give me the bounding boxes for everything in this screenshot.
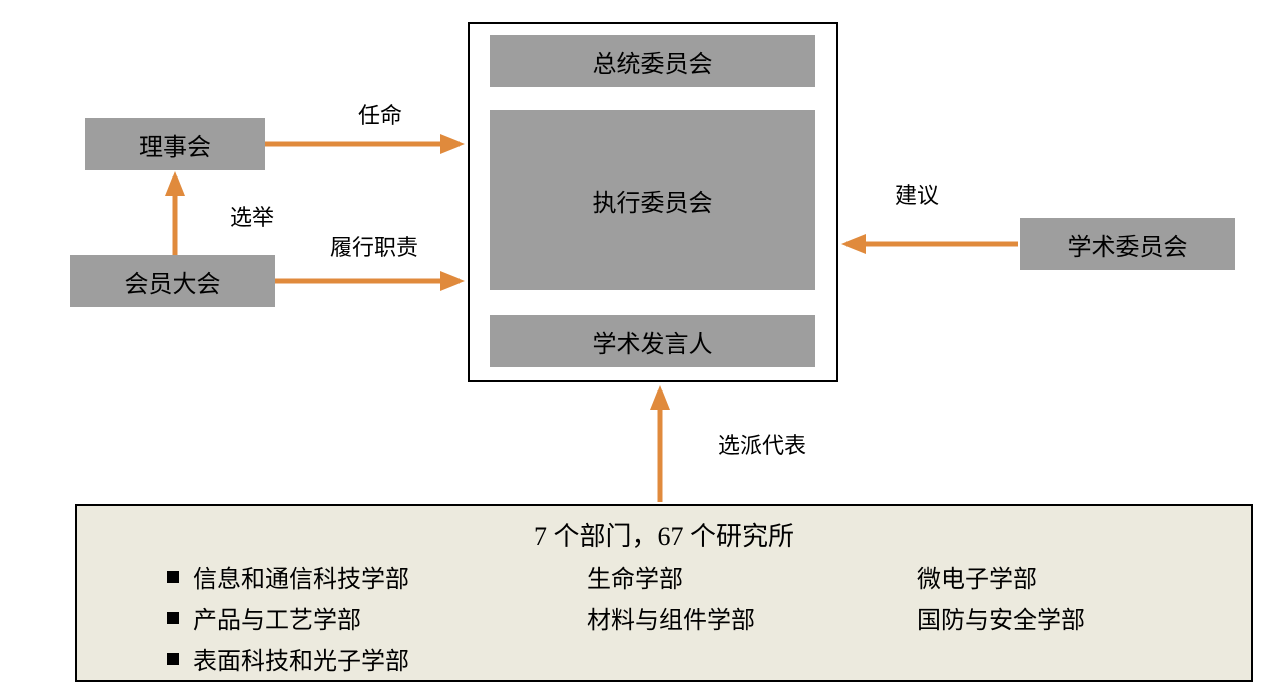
edge-label-appoint: 任命: [358, 98, 402, 130]
department-item-label: 表面科技和光子学部: [193, 641, 409, 676]
bullet-icon: [167, 571, 179, 583]
departments-title: 7 个部门，67 个研究所: [97, 516, 1231, 553]
department-item-label: 生命学部: [587, 559, 683, 594]
department-item-label: 国防与安全学部: [917, 600, 1085, 635]
edge-label-elect: 选举: [230, 200, 274, 232]
department-item-label: 产品与工艺学部: [193, 600, 361, 635]
bullet-icon: [167, 653, 179, 665]
department-item: 产品与工艺学部: [167, 600, 587, 635]
department-item: 信息和通信科技学部: [167, 559, 587, 594]
department-item-label: 微电子学部: [917, 559, 1037, 594]
department-item-label: 信息和通信科技学部: [193, 559, 409, 594]
edge-label-delegate: 选派代表: [718, 428, 806, 460]
bullet-icon: [167, 612, 179, 624]
department-item: 材料与组件学部: [587, 600, 917, 635]
edge-label-advise: 建议: [895, 178, 939, 210]
edge-label-duties: 履行职责: [330, 230, 418, 262]
departments-grid: 信息和通信科技学部 生命学部 微电子学部产品与工艺学部 材料与组件学部 国防与安全学部表…: [97, 559, 1231, 676]
department-item: 表面科技和光子学部: [167, 641, 587, 676]
department-item: 生命学部: [587, 559, 917, 594]
diagram-stage: 理事会 会员大会 总统委员会 执行委员会 学术发言人 学术委员会 任命 履行职责…: [0, 0, 1280, 694]
department-item-label: 材料与组件学部: [587, 600, 755, 635]
department-item: 微电子学部: [917, 559, 1231, 594]
departments-box: 7 个部门，67 个研究所 信息和通信科技学部 生命学部 微电子学部产品与工艺学部 材…: [75, 504, 1253, 682]
department-item: 国防与安全学部: [917, 600, 1231, 635]
